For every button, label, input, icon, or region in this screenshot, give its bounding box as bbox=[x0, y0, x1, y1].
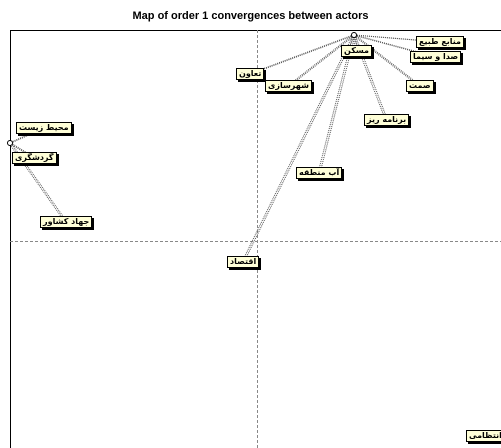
convergence-link bbox=[317, 34, 354, 174]
convergence-link bbox=[287, 34, 354, 87]
convergence-link bbox=[243, 34, 356, 263]
actor-label: مسکن bbox=[341, 45, 372, 57]
actor-label: اقتصاد bbox=[227, 256, 260, 268]
actor-label: محیط زیست bbox=[16, 122, 72, 134]
convergence-link bbox=[10, 142, 36, 159]
hub bbox=[7, 140, 13, 146]
actor-label: برنامه ریز bbox=[364, 114, 410, 126]
convergence-link bbox=[241, 34, 354, 263]
actor-label: منابع طبیع bbox=[416, 36, 465, 48]
frame bbox=[10, 30, 501, 448]
convergence-link bbox=[248, 34, 354, 75]
actor-label: تعاون bbox=[236, 68, 265, 80]
actor-label: صمت bbox=[406, 80, 434, 92]
actor-label: جهاد کشاور bbox=[40, 216, 93, 228]
convergence-link bbox=[8, 142, 34, 159]
actor-label: آب منطقه bbox=[296, 167, 343, 179]
actor-label: صدا و سیما bbox=[410, 51, 462, 63]
convergence-link bbox=[250, 34, 356, 75]
convergence-link bbox=[289, 34, 356, 87]
actor-label: انتظامی bbox=[466, 430, 501, 442]
convergence-link bbox=[319, 34, 356, 174]
title: Map of order 1 convergences between acto… bbox=[132, 10, 369, 22]
actor-label: شهرسازی bbox=[265, 80, 312, 92]
actor-label: گردشگری bbox=[12, 152, 57, 164]
hub bbox=[351, 32, 357, 38]
convergence-link bbox=[354, 34, 442, 43]
